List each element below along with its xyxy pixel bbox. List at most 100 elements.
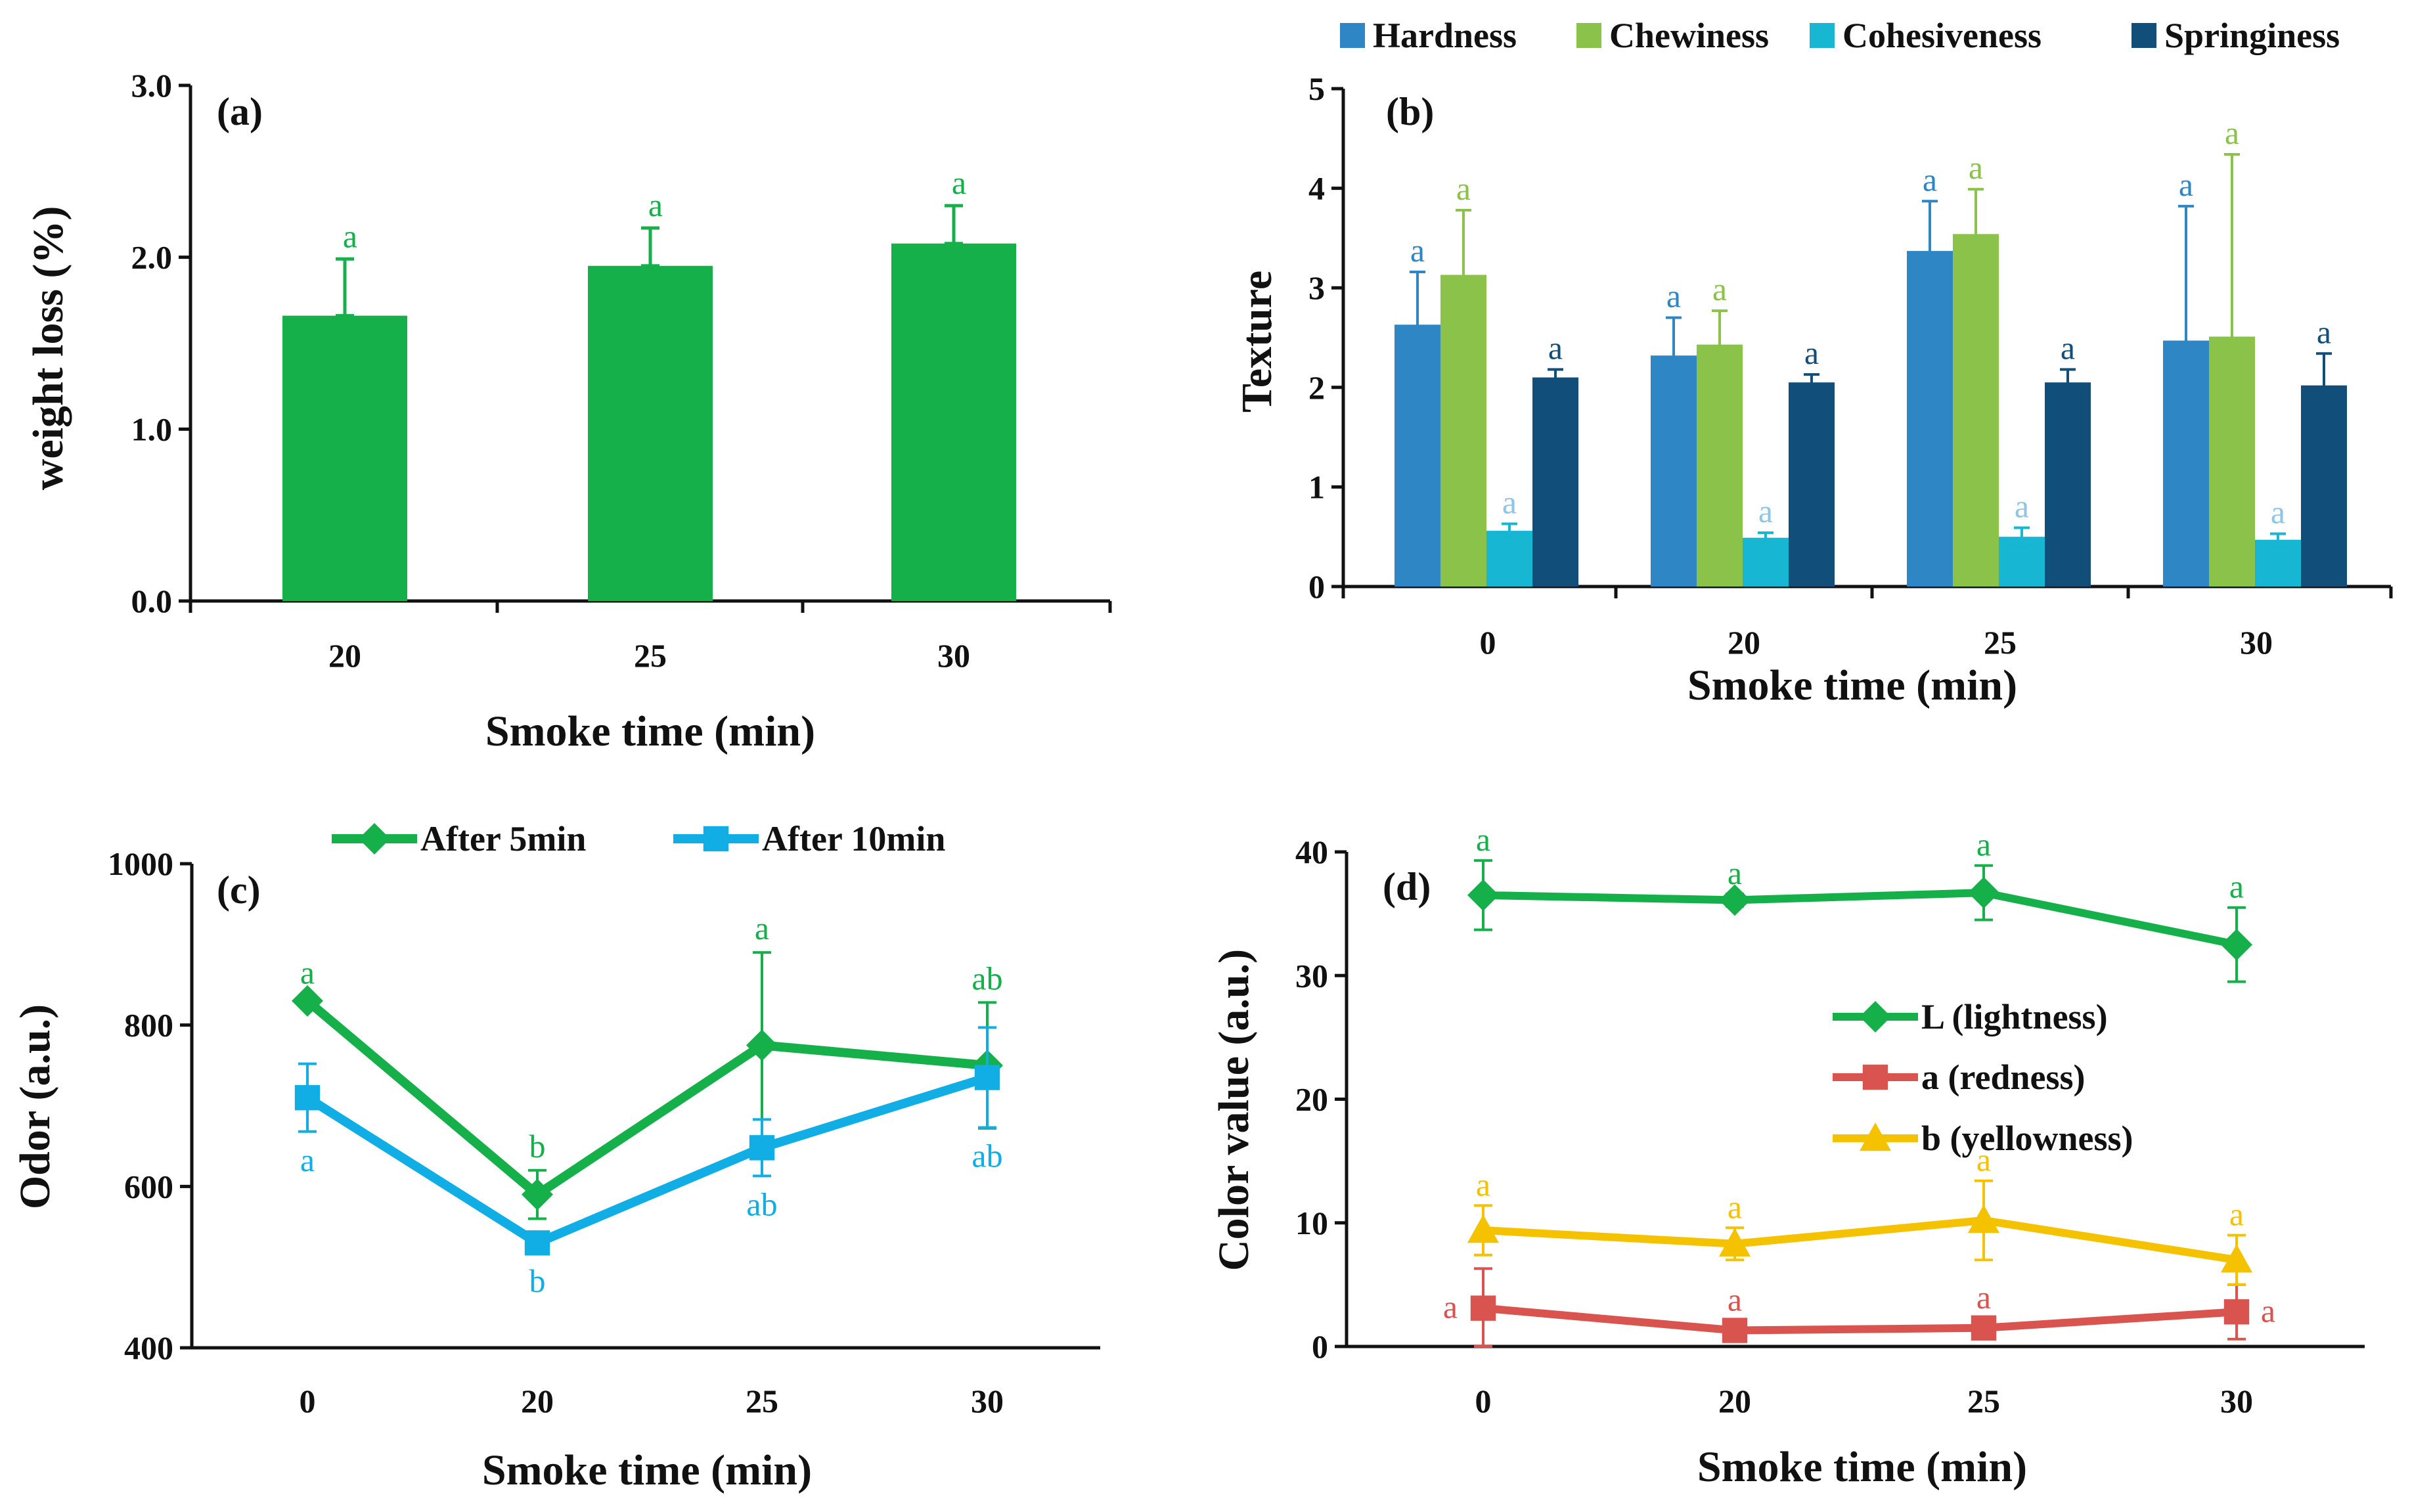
- panel-c-label: (c): [217, 868, 261, 912]
- panel-c-x-tick-label: 30: [971, 1383, 1004, 1419]
- panel-d-point: [2221, 929, 2252, 961]
- panel-b-y-tick-label: 4: [1308, 170, 1325, 207]
- legend-label-1: a (redness): [1921, 1057, 2086, 1097]
- panel-d-series-line: [1483, 1216, 2237, 1264]
- panel-c-point: [522, 1178, 553, 1211]
- panel-b-x-tick-label: 30: [2240, 624, 2273, 661]
- panel-a-y-title: weight loss (%): [24, 206, 72, 491]
- panel-b-error-bar: [1502, 522, 1517, 539]
- panel-b-bar-chewiness: [1953, 234, 1999, 587]
- panel-b-sig-letter: a: [1923, 161, 1937, 198]
- panel-b-error-bar: [2178, 204, 2194, 477]
- panel-d-point: [1467, 879, 1499, 911]
- panel-c-sig-letter: a: [300, 954, 315, 991]
- panel-d-series-line: [1483, 1304, 2237, 1335]
- panel-d-point: [1467, 1214, 1499, 1243]
- panel-b-error-bar: [2316, 352, 2332, 419]
- panel-b-error-bar: [2270, 532, 2286, 547]
- panel-b-sig-letter: a: [2271, 494, 2285, 531]
- legend-label-0: L (lightness): [1921, 997, 2108, 1036]
- panel-d-sig-letter: a: [1976, 1279, 1991, 1316]
- panel-c-legend: After 5min After 10min: [332, 819, 945, 858]
- panel-b-bar-springiness: [1532, 377, 1578, 587]
- panel-c-point: [292, 985, 323, 1017]
- panel-b-sig-letter: a: [1548, 330, 1563, 367]
- panel-c-x-title: Smoke time (min): [482, 1446, 812, 1494]
- panel-b-x-tick-label: 25: [1984, 624, 2017, 661]
- panel-c-sig-letter: b: [529, 1128, 546, 1165]
- panel-c-sig-letter: a: [300, 1142, 315, 1178]
- panel-b-sig-letter: a: [2015, 488, 2029, 525]
- panel-d-point: [1719, 1228, 1751, 1256]
- panel-d-sig-letter: a: [1728, 1281, 1742, 1318]
- panel-d-y-tick-label: 20: [1295, 1081, 1328, 1118]
- panel-c-sig-letter: a: [755, 910, 769, 946]
- panel-b-sig-letter: a: [2225, 114, 2239, 151]
- legend-label-cohesiveness: Cohesiveness: [1842, 16, 2042, 55]
- panel-d-point: [2221, 1244, 2252, 1273]
- panel-c-point: [524, 1230, 550, 1256]
- panel-b-error-bar: [1922, 200, 1938, 302]
- panel-c-x-tick-label: 20: [521, 1383, 554, 1419]
- panel-c: (c) Smoke time (min) Odor (a.u.) After 5…: [11, 819, 1100, 1494]
- panel-a-x-tick-label: 25: [634, 637, 667, 674]
- legend-marker-2: [1860, 1123, 1891, 1151]
- panel-c-x-tick-label: 25: [746, 1383, 778, 1419]
- panel-b-sig-letter: a: [2317, 313, 2331, 350]
- panel-b-x-tick-label: 20: [1728, 624, 1760, 661]
- panel-a-bar: [588, 265, 713, 601]
- panel-c-point: [974, 1065, 1000, 1090]
- panel-c-y-tick-label: 800: [124, 1007, 173, 1044]
- panel-a-bar: [282, 315, 407, 601]
- panel-d-legend: L (lightness) a (redness) b (yellowness): [1833, 997, 2133, 1158]
- panel-b-bar-hardness: [1907, 251, 1953, 587]
- panel-a-sig-letter: a: [343, 217, 357, 254]
- panel-b-sig-letter: a: [1969, 149, 1983, 186]
- panel-a-sig-letter: a: [648, 187, 663, 223]
- panel-d-x-tick-label: 20: [1718, 1383, 1751, 1419]
- panel-d-point: [2223, 1299, 2250, 1325]
- panel-c-y-title: Odor (a.u.): [11, 1004, 59, 1209]
- panel-b-y-title: Texture: [1233, 271, 1281, 412]
- panel-b-error-bar: [1758, 531, 1774, 545]
- panel-b-error-bar: [2014, 526, 2030, 547]
- panel-b-bar-cohesiveness: [1486, 531, 1532, 587]
- panel-b-y-tick-label: 2: [1308, 369, 1325, 406]
- panel-a-x-title: Smoke time (min): [485, 707, 815, 755]
- panel-b-y-tick-label: 3: [1308, 269, 1325, 306]
- panel-d-label: (d): [1383, 865, 1431, 908]
- panel-c-sig-letter: ab: [971, 1138, 1002, 1174]
- panel-b-bar-springiness: [2301, 385, 2347, 587]
- panel-b-sig-letter: a: [2061, 330, 2075, 367]
- panel-d-sig-letter: a: [1976, 826, 1991, 863]
- panel-d-x-tick-label: 30: [2220, 1383, 2253, 1419]
- legend-marker-1: [1862, 1064, 1888, 1090]
- legend-swatch-springiness: [2131, 23, 2156, 48]
- panel-c-y-tick-label: 600: [124, 1168, 173, 1205]
- panel-a-error-bar: [641, 226, 659, 268]
- panel-c-series-line: [305, 1073, 989, 1248]
- panel-b-sig-letter: a: [1410, 232, 1425, 269]
- legend-swatch-hardness: [1340, 23, 1365, 48]
- legend-swatch-chewiness: [1576, 23, 1601, 48]
- legend-swatch-cohesiveness: [1810, 23, 1835, 48]
- panel-d-point: [1968, 877, 1999, 909]
- panel-c-sig-letter: ab: [746, 1186, 777, 1222]
- panel-b-sig-letter: a: [1666, 278, 1681, 315]
- panel-d-sig-letter: a: [1728, 855, 1742, 891]
- panel-d-plot: 0 10 20 30 40 0 20 25 30 a a a a a a a a a a a a: [1295, 821, 2365, 1419]
- panel-d-sig-letter: a: [1476, 1166, 1490, 1203]
- panel-a-error-bar: [336, 257, 354, 318]
- panel-b-bar-chewiness: [1697, 344, 1743, 587]
- legend-marker-0: [359, 823, 390, 855]
- panel-b-sig-letter: a: [1758, 493, 1773, 529]
- panel-b-error-bar: [1968, 188, 1984, 280]
- panel-d-sig-letter: a: [2229, 1196, 2244, 1233]
- panel-b-sig-letter: a: [1712, 271, 1727, 307]
- panel-a-y-tick-label: 1.0: [131, 411, 173, 447]
- panel-d-sig-letter: a: [2261, 1292, 2275, 1329]
- panel-a: (a) Smoke time (min) weight loss (%) 0.0…: [24, 67, 1112, 755]
- panel-a-y-tick-label: 3.0: [131, 67, 173, 104]
- panel-d-point: [1470, 1295, 1496, 1321]
